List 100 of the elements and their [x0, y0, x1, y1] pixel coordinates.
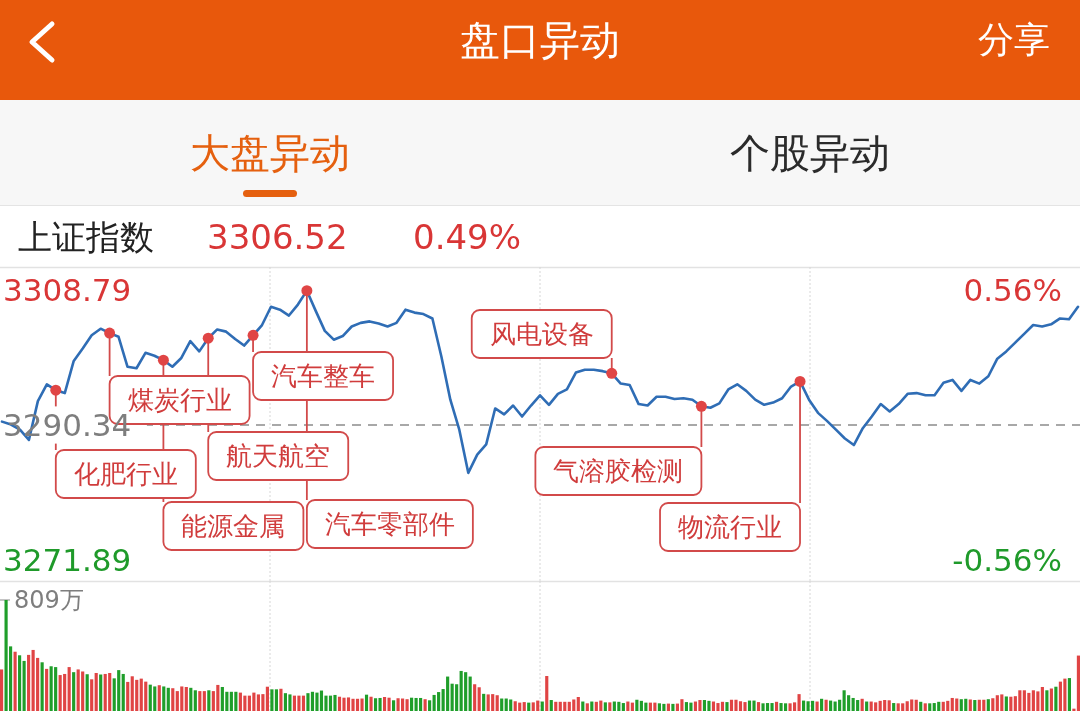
bar	[689, 702, 693, 711]
bar	[603, 702, 607, 711]
bar	[337, 696, 342, 711]
point	[50, 384, 62, 396]
bar	[22, 660, 26, 711]
bar	[653, 702, 657, 711]
y2-tick-label: 0.56%	[963, 272, 1062, 308]
point	[247, 329, 259, 341]
bar	[522, 702, 526, 711]
bar	[851, 697, 855, 711]
bar	[0, 669, 4, 711]
bar	[919, 701, 923, 711]
bar	[806, 701, 810, 711]
bar	[207, 690, 211, 711]
bar	[824, 699, 828, 711]
bar	[829, 700, 833, 711]
y-tick-label: 809万	[14, 586, 84, 614]
text: 0.49%	[413, 217, 522, 257]
bar	[355, 698, 360, 711]
bar	[229, 691, 233, 711]
bar	[153, 686, 157, 711]
chart-title: 上证指数	[18, 217, 154, 257]
y-tick-label: 3271.89	[3, 542, 132, 578]
bar	[171, 688, 175, 711]
bar	[428, 700, 432, 711]
bar	[148, 684, 152, 711]
bar	[702, 700, 707, 711]
bar	[883, 700, 887, 711]
bar	[594, 701, 598, 711]
bar	[680, 699, 684, 711]
bar	[662, 703, 666, 711]
bar	[554, 701, 558, 711]
bar	[234, 691, 238, 711]
bar	[45, 668, 49, 711]
bar	[666, 703, 670, 711]
bar	[693, 701, 698, 711]
bar	[99, 674, 103, 711]
bar	[396, 698, 400, 711]
bar	[247, 695, 251, 711]
bar	[1027, 692, 1031, 711]
bar	[85, 674, 89, 711]
bar	[874, 702, 878, 711]
bar	[252, 692, 256, 711]
point	[606, 367, 618, 379]
bar	[982, 699, 986, 711]
bar	[630, 702, 634, 711]
bar	[491, 694, 495, 711]
bar	[40, 662, 44, 711]
bar	[752, 700, 756, 711]
bar	[761, 703, 765, 711]
bar	[581, 701, 585, 711]
bar	[315, 692, 319, 711]
bar	[184, 686, 188, 711]
bar	[450, 683, 454, 711]
bar	[193, 690, 197, 711]
bar	[333, 694, 337, 711]
annotation: 航天航空	[226, 441, 331, 471]
bar	[869, 701, 873, 711]
bar	[671, 703, 675, 711]
annotation: 物流行业	[678, 512, 783, 542]
bar	[887, 700, 891, 711]
bar	[144, 681, 148, 711]
bar	[838, 699, 842, 711]
bar	[274, 689, 278, 711]
bar	[567, 701, 571, 711]
bar	[117, 670, 121, 711]
bar	[121, 673, 125, 711]
bar	[590, 701, 594, 711]
text: 盘口异动	[460, 17, 620, 63]
bar	[932, 703, 936, 711]
bar	[495, 695, 499, 711]
bar	[1063, 678, 1067, 711]
bar	[558, 701, 562, 711]
bar	[1040, 686, 1044, 711]
bar	[1000, 694, 1004, 711]
point	[157, 354, 169, 366]
point	[202, 332, 214, 344]
bar	[995, 695, 999, 711]
bar	[563, 701, 567, 711]
bar	[635, 699, 639, 711]
bar	[774, 701, 779, 711]
bar	[76, 669, 80, 711]
bar	[783, 703, 788, 711]
bar	[878, 700, 882, 711]
bar	[946, 700, 950, 711]
bar	[585, 703, 589, 711]
bar	[738, 701, 743, 711]
text: 3306.52	[207, 217, 348, 257]
bar	[369, 696, 373, 711]
bar	[1067, 678, 1071, 711]
text: 分享	[978, 19, 1050, 60]
bar	[225, 691, 229, 711]
bar	[90, 679, 94, 711]
bar	[94, 672, 98, 711]
bar	[1022, 690, 1026, 711]
bar	[572, 699, 576, 711]
bar	[198, 691, 202, 711]
bar	[536, 700, 540, 711]
bar	[941, 701, 945, 711]
bar	[765, 703, 770, 711]
